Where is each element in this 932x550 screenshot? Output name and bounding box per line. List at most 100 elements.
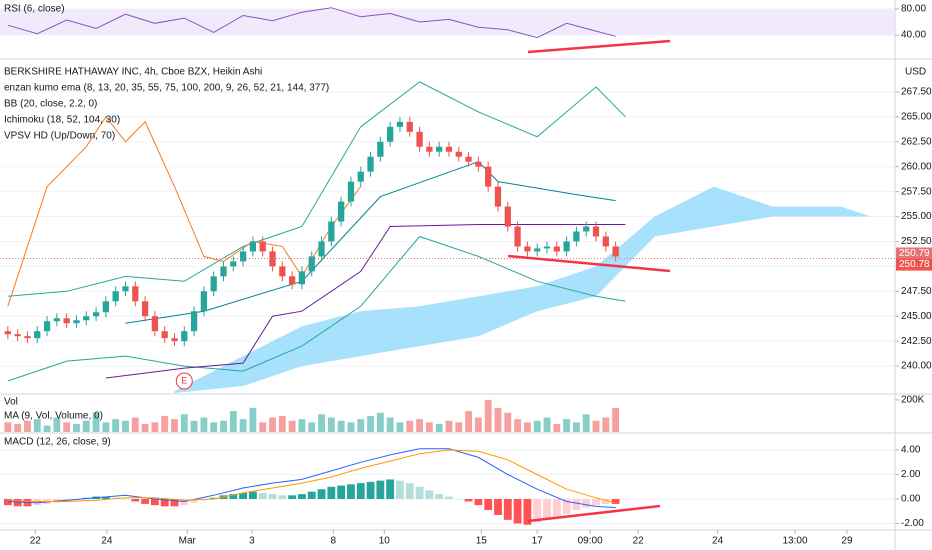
- candle-body: [318, 241, 325, 257]
- volume-bar: [367, 415, 374, 432]
- x-tick-label: 15: [476, 536, 488, 547]
- macd-histogram-bar: [572, 499, 581, 511]
- volume-bar: [239, 419, 247, 432]
- price-tag: [896, 258, 932, 271]
- signal-line: [7, 449, 616, 504]
- macd-histogram-bar: [454, 499, 463, 500]
- volume-bar: [572, 422, 580, 432]
- macd-histogram-bar: [121, 499, 130, 500]
- candle-body: [92, 312, 100, 317]
- x-tick-label: 24: [712, 536, 724, 547]
- price-tag: [896, 247, 932, 260]
- macd-histogram-bar: [386, 479, 395, 500]
- candle-body: [328, 221, 335, 242]
- macd-histogram-bar: [405, 483, 414, 500]
- macd-histogram-bar: [3, 499, 12, 506]
- volume-bar: [425, 422, 433, 432]
- volume-bar: [200, 417, 208, 432]
- volume-bar: [523, 422, 531, 432]
- candle-body: [338, 201, 345, 222]
- candle-body: [592, 226, 600, 237]
- volume-bar: [190, 420, 198, 432]
- rsi-line: [7, 7, 616, 39]
- candle-body: [249, 241, 257, 252]
- candle-body: [43, 321, 51, 332]
- macd-histogram-bar: [396, 480, 404, 500]
- volume-bar: [396, 422, 404, 432]
- candle-body: [181, 331, 188, 342]
- macd-histogram-bar: [327, 486, 336, 500]
- macd-histogram-bar: [33, 499, 42, 506]
- candle-body: [141, 301, 149, 317]
- y-tick-label: 0.00: [901, 494, 921, 505]
- candle-body: [504, 206, 511, 227]
- volume-bar: [533, 420, 541, 432]
- y-tick-label: 260.00: [901, 161, 932, 172]
- volume-bar: [484, 399, 492, 432]
- indicator-label: Ichimoku (18, 52, 104, 30): [4, 115, 120, 126]
- trend-drawing: [527, 39, 671, 54]
- candle-body: [573, 231, 580, 242]
- candle-body: [357, 171, 364, 182]
- macd-histogram-bar: [552, 499, 561, 517]
- macd-histogram-bar: [366, 481, 375, 500]
- candle-body: [171, 338, 178, 342]
- volume-bar: [53, 417, 61, 432]
- x-tick-label: 10: [379, 536, 391, 547]
- macd-histogram-bar: [180, 499, 189, 506]
- candle-body: [377, 141, 384, 157]
- macd-histogram-bar: [562, 499, 571, 514]
- volume-bar: [435, 423, 443, 432]
- volume-bar: [553, 423, 561, 432]
- x-tick-label: 17: [532, 536, 544, 547]
- macd-histogram-bar: [415, 486, 424, 500]
- indicator-label: BB (20, close, 2.2, 0): [4, 99, 97, 110]
- volume-bar: [249, 407, 257, 432]
- x-tick-label: 3: [249, 536, 255, 547]
- volume-bar: [376, 412, 384, 432]
- x-tick-label: 29: [841, 536, 853, 547]
- volume-bar: [151, 422, 159, 432]
- overlay-line: [105, 224, 626, 379]
- macd-histogram-bar: [513, 499, 522, 524]
- x-tick-label: 22: [30, 536, 42, 547]
- candle-body: [53, 318, 60, 322]
- price-tag-label: 250.79: [899, 248, 930, 259]
- macd-histogram-bar: [190, 499, 199, 503]
- macd-histogram-bar: [601, 499, 610, 504]
- volume-bar: [494, 407, 502, 432]
- volume-bar: [563, 419, 571, 432]
- y-tick-label: 4.00: [901, 445, 921, 456]
- volume-bar: [210, 422, 218, 432]
- x-tick-label: 09:00: [578, 536, 603, 547]
- candle-body: [279, 266, 286, 277]
- candle-body: [475, 161, 482, 167]
- volume-bar: [406, 420, 414, 432]
- macd-histogram-bar: [484, 499, 493, 511]
- candle-body: [494, 186, 502, 207]
- volume-bar: [278, 415, 286, 432]
- macd-histogram-bar: [13, 499, 22, 507]
- macd-histogram-bar: [268, 494, 277, 500]
- volume-bar: [141, 423, 149, 432]
- volume-bar: [43, 425, 51, 432]
- macd-histogram-bar: [592, 499, 600, 506]
- ichimoku-cloud: [174, 186, 871, 393]
- candle-body: [269, 251, 276, 267]
- indicator-label: VPSV HD (Up/Down, 70): [4, 131, 115, 142]
- candle-body: [230, 261, 237, 267]
- volume-bar: [455, 422, 463, 432]
- macd-histogram-bar: [170, 499, 179, 507]
- trend-drawing: [507, 254, 671, 273]
- candle-body: [132, 286, 139, 302]
- y-tick-label: 245.00: [901, 311, 932, 322]
- macd-histogram-bar: [533, 499, 542, 523]
- volume-bar: [73, 423, 80, 432]
- macd-histogram-bar: [258, 492, 267, 500]
- volume-bar: [92, 412, 100, 432]
- candle-body: [220, 266, 227, 277]
- volume-bar: [259, 422, 267, 432]
- macd-histogram-bar: [337, 485, 346, 500]
- macd-histogram-bar: [445, 496, 453, 500]
